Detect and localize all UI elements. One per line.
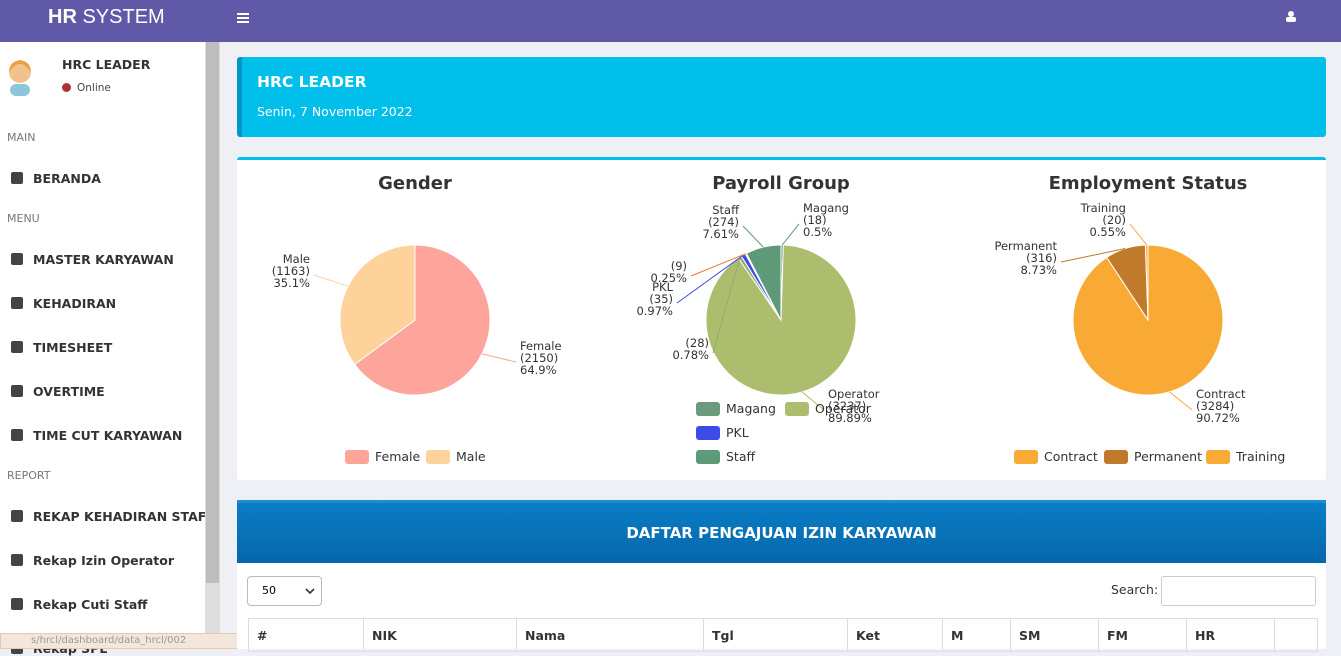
- column-header[interactable]: SM: [1010, 618, 1099, 652]
- column-header[interactable]: M: [942, 618, 1011, 652]
- column-header[interactable]: Tgl: [703, 618, 848, 652]
- menu-icon: [11, 341, 23, 353]
- header-row: # NIK Nama Tgl Ket M SM FM HR: [248, 618, 1318, 652]
- menu-icon: [11, 385, 23, 397]
- brand[interactable]: HR SYSTEM: [0, 0, 220, 42]
- brand-bold: HR: [48, 6, 77, 28]
- menu-item[interactable]: REKAP KEHADIRAN STAFF: [33, 509, 215, 524]
- user-icon[interactable]: [1285, 10, 1297, 22]
- menu-item[interactable]: BERANDA: [33, 171, 101, 186]
- menu-icon: [11, 510, 23, 522]
- menu-icon: [11, 598, 23, 610]
- brand-rest: SYSTEM: [82, 6, 165, 28]
- menu-icon: [11, 172, 23, 184]
- user-name: HRC LEADER: [62, 57, 151, 72]
- banner: HRC LEADER Senin, 7 November 2022: [237, 57, 1326, 137]
- avatar: [9, 60, 31, 96]
- table-title: DAFTAR PENGAJUAN IZIN KARYAWAN: [237, 500, 1326, 563]
- column-header[interactable]: HR: [1186, 618, 1275, 652]
- menu-item[interactable]: OVERTIME: [33, 384, 105, 399]
- data-table: # NIK Nama Tgl Ket M SM FM HR: [248, 618, 1318, 652]
- column-header[interactable]: FM: [1098, 618, 1187, 652]
- banner-date: Senin, 7 November 2022: [257, 104, 413, 119]
- menu-item[interactable]: KEHADIRAN: [33, 296, 117, 311]
- menu-item[interactable]: Rekap Izin Operator: [33, 553, 174, 568]
- menu-icon: [11, 297, 23, 309]
- menu-toggle[interactable]: [237, 12, 249, 24]
- search-input[interactable]: [1161, 576, 1316, 606]
- column-header[interactable]: Ket: [847, 618, 943, 652]
- menu-icon: [11, 253, 23, 265]
- section-title: MAIN: [7, 131, 36, 144]
- menu-item[interactable]: MASTER KARYAWAN: [33, 252, 174, 267]
- column-header[interactable]: NIK: [363, 618, 517, 652]
- page-length-select[interactable]: 50: [247, 576, 322, 606]
- menu-item[interactable]: Rekap Cuti Staff: [33, 597, 148, 612]
- menu-item[interactable]: TIMESHEET: [33, 340, 113, 355]
- column-header[interactable]: Nama: [516, 618, 704, 652]
- charts-card: [237, 157, 1326, 480]
- user-status: Online: [77, 82, 111, 94]
- top-bar: [0, 0, 1341, 42]
- scroll-thumb[interactable]: [206, 42, 219, 583]
- page-length: 50: [262, 584, 276, 597]
- sidebar: HRC LEADER Online MAIN BERANDA MENU MASTER …: [0, 42, 220, 656]
- menu-item[interactable]: TIME CUT KARYAWAN: [33, 428, 183, 443]
- column-header-empty: [1274, 618, 1318, 652]
- section-title: REPORT: [7, 469, 51, 482]
- column-header[interactable]: #: [248, 618, 364, 652]
- menu-icon: [11, 554, 23, 566]
- banner-title: HRC LEADER: [257, 73, 367, 91]
- menu-icon: [11, 429, 23, 441]
- section-title: MENU: [7, 212, 40, 225]
- status-url: s/hrcl/dashboard/data_hrcl/002: [0, 633, 275, 649]
- status-dot: [62, 83, 71, 92]
- search-label: Search:: [1111, 582, 1159, 597]
